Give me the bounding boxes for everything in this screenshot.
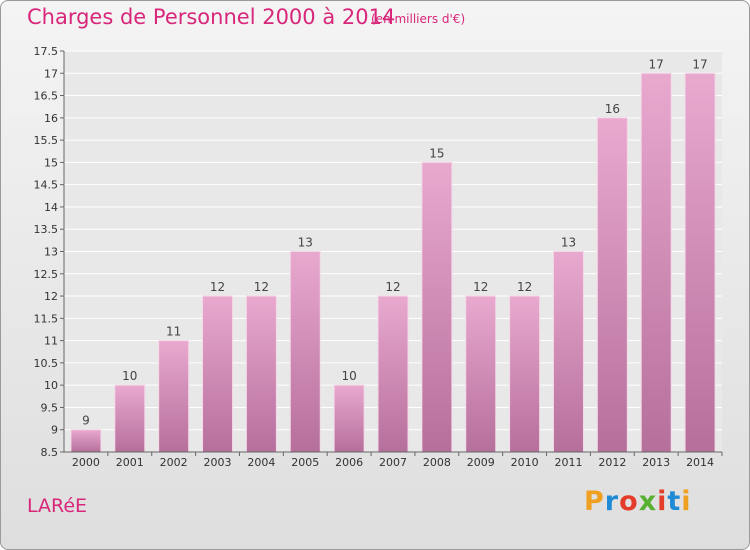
- x-tick-label: 2000: [72, 456, 100, 469]
- y-tick-label: 17: [44, 67, 58, 80]
- commune-name: LARéE: [27, 495, 88, 517]
- y-tick-label: 14: [44, 201, 58, 214]
- bar: [333, 384, 365, 453]
- bar-value-label: 16: [605, 102, 620, 116]
- bar-value-label: 12: [385, 280, 400, 294]
- x-tick-label: 2013: [642, 456, 670, 469]
- x-tick-label: 2006: [335, 456, 363, 469]
- x-tick-label: 2011: [554, 456, 582, 469]
- logo-letter: P: [584, 486, 605, 517]
- proxiti-logo: Proxiti: [584, 486, 692, 517]
- bar-value-label: 10: [122, 369, 137, 383]
- bar-value-label: 12: [254, 280, 269, 294]
- bar: [289, 251, 321, 453]
- y-tick-label: 12: [44, 290, 58, 303]
- logo-letter: t: [667, 486, 682, 517]
- bar: [70, 429, 102, 453]
- x-tick-label: 2008: [423, 456, 451, 469]
- y-tick-label: 9: [51, 424, 58, 437]
- y-tick-label: 10: [44, 379, 58, 392]
- x-tick-label: 2003: [204, 456, 232, 469]
- y-tick-label: 12.5: [34, 268, 59, 281]
- bar-value-label: 13: [298, 236, 313, 250]
- bar: [202, 295, 234, 453]
- chart-subtitle: (en milliers d'€): [371, 12, 466, 26]
- y-tick-label: 17.5: [34, 45, 59, 58]
- y-tick-label: 14.5: [34, 179, 59, 192]
- y-tick-label: 13: [44, 246, 58, 259]
- bar: [552, 251, 584, 453]
- bar-value-label: 13: [561, 236, 576, 250]
- y-tick-label: 16: [44, 112, 58, 125]
- logo-letter: o: [619, 486, 639, 517]
- logo-letter: r: [604, 486, 620, 517]
- bar-value-label: 15: [429, 146, 444, 160]
- bar: [684, 72, 716, 453]
- logo-letter: i: [657, 486, 668, 517]
- bar-value-label: 17: [649, 57, 664, 71]
- bar-value-label: 11: [166, 325, 181, 339]
- chart-title: Charges de Personnel 2000 à 2014: [27, 5, 396, 29]
- bar: [465, 295, 497, 453]
- bar-value-label: 9: [82, 414, 90, 428]
- bar: [114, 384, 146, 453]
- x-tick-label: 2007: [379, 456, 407, 469]
- x-tick-label: 2005: [291, 456, 319, 469]
- y-tick-label: 15.5: [34, 134, 59, 147]
- bar-value-label: 10: [341, 369, 356, 383]
- bar: [596, 117, 628, 453]
- y-tick-label: 9.5: [41, 401, 59, 414]
- bar-value-label: 12: [473, 280, 488, 294]
- bar: [158, 340, 190, 453]
- x-tick-label: 2002: [160, 456, 188, 469]
- logo-letter: x: [638, 486, 658, 517]
- x-tick-label: 2004: [247, 456, 275, 469]
- bar: [421, 161, 453, 453]
- x-tick-label: 2012: [598, 456, 626, 469]
- y-tick-label: 15: [44, 156, 58, 169]
- bar: [245, 295, 277, 453]
- y-tick-label: 8.5: [41, 446, 59, 459]
- bar: [640, 72, 672, 453]
- logo-letter: i: [681, 486, 692, 517]
- y-tick-label: 16.5: [34, 90, 59, 103]
- y-tick-label: 11.5: [34, 312, 59, 325]
- bar-value-label: 12: [210, 280, 225, 294]
- x-tick-label: 2014: [686, 456, 714, 469]
- bar: [509, 295, 541, 453]
- x-tick-label: 2001: [116, 456, 144, 469]
- bar-value-label: 17: [692, 57, 707, 71]
- y-tick-label: 13.5: [34, 223, 59, 236]
- y-tick-label: 10.5: [34, 357, 59, 370]
- bar-value-label: 12: [517, 280, 532, 294]
- x-tick-label: 2009: [467, 456, 495, 469]
- y-tick-label: 11: [44, 335, 58, 348]
- x-tick-label: 2010: [511, 456, 539, 469]
- bar: [377, 295, 409, 453]
